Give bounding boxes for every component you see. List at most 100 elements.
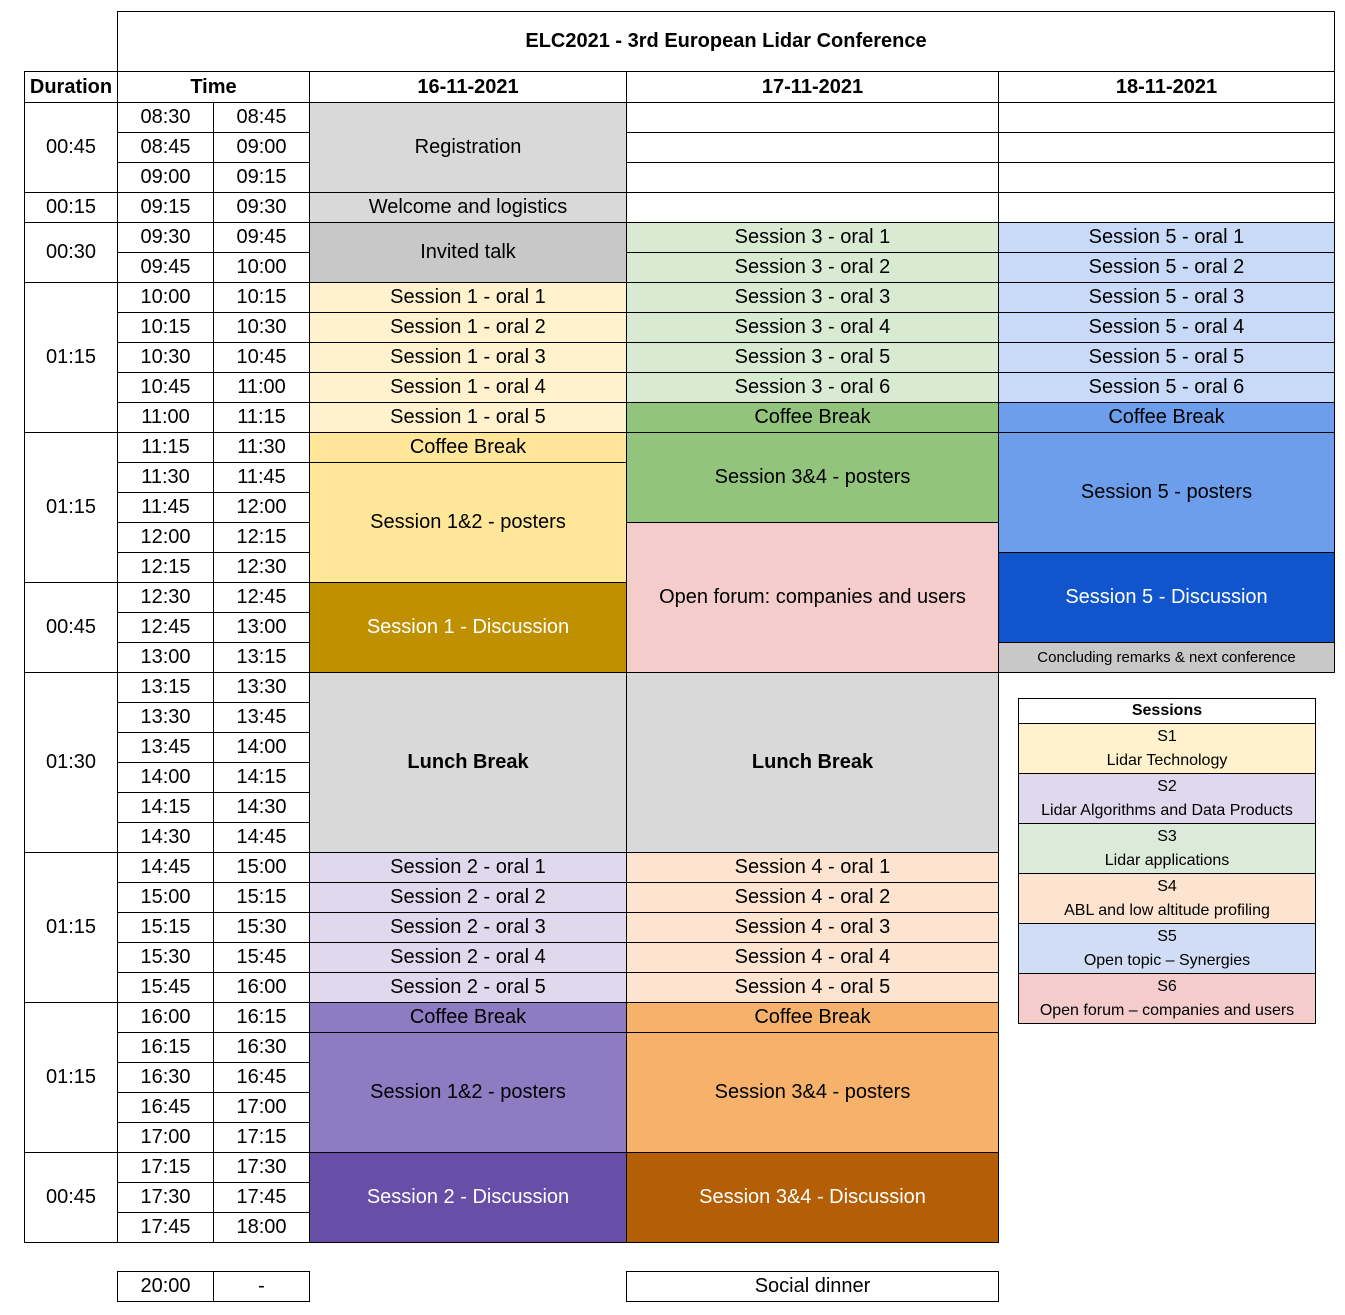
time-start: 10:00 — [117, 282, 214, 313]
empty-slot — [998, 132, 1335, 163]
duration-cell: 00:15 — [24, 192, 118, 223]
time-start: 14:30 — [117, 822, 214, 853]
legend-code: S4 — [1157, 877, 1177, 895]
coffee-break-block: Coffee Break — [309, 432, 627, 463]
open-forum-block: Open forum: companies and users — [626, 522, 999, 673]
legend-name: Lidar Algorithms and Data Products — [1041, 801, 1293, 819]
time-end: 12:45 — [213, 582, 310, 613]
legend-name: Open topic – Synergies — [1083, 951, 1251, 969]
session-2-oral: Session 2 - oral 4 — [309, 942, 627, 973]
legend-code: S1 — [1157, 727, 1177, 745]
time-end: 11:45 — [213, 462, 310, 493]
time-end: 11:00 — [213, 372, 310, 403]
time-start: 10:30 — [117, 342, 214, 373]
duration-cell: 01:15 — [24, 282, 118, 433]
time-end: 12:00 — [213, 492, 310, 523]
time-end: 11:30 — [213, 432, 310, 463]
time-end: 12:30 — [213, 552, 310, 583]
legend-item: S6 Open forum – companies and users — [1018, 973, 1316, 1024]
time-start: 14:15 — [117, 792, 214, 823]
concluding-remarks: Concluding remarks & next conference — [998, 642, 1335, 673]
time-end: 16:45 — [213, 1062, 310, 1093]
posters-block: Session 5 - posters — [998, 432, 1335, 553]
posters-block: Session 3&4 - posters — [626, 432, 999, 523]
lunch-break-block: Lunch Break — [626, 672, 999, 853]
time-start: 10:45 — [117, 372, 214, 403]
day-header: 17-11-2021 — [626, 71, 999, 103]
legend-code: S3 — [1157, 827, 1177, 845]
session-4-oral: Session 4 - oral 4 — [626, 942, 999, 973]
session-5-oral: Session 5 - oral 3 — [998, 282, 1335, 313]
time-end: 18:00 — [213, 1212, 310, 1243]
legend-name: ABL and low altitude profiling — [1064, 901, 1270, 919]
time-end: 17:15 — [213, 1122, 310, 1153]
time-end: 15:30 — [213, 912, 310, 943]
duration-cell: 00:30 — [24, 222, 118, 283]
time-end: 16:15 — [213, 1002, 310, 1033]
session-4-oral: Session 4 - oral 5 — [626, 972, 999, 1003]
time-start: 09:30 — [117, 222, 214, 253]
duration-cell: 01:15 — [24, 432, 118, 583]
legend-item: S2 Lidar Algorithms and Data Products — [1018, 773, 1316, 824]
time-start: 16:00 — [117, 1002, 214, 1033]
time-start: 13:15 — [117, 672, 214, 703]
time-end: 10:00 — [213, 252, 310, 283]
session-3-oral: Session 3 - oral 3 — [626, 282, 999, 313]
empty-slot — [998, 102, 1335, 133]
session-2-discussion: Session 2 - Discussion — [309, 1152, 627, 1243]
time-start: 13:30 — [117, 702, 214, 733]
time-end: 12:15 — [213, 522, 310, 553]
social-dinner: Social dinner — [626, 1271, 999, 1302]
time-start: 16:15 — [117, 1032, 214, 1063]
coffee-break-block: Coffee Break — [309, 1002, 627, 1033]
posters-block: Session 1&2 - posters — [309, 1032, 627, 1153]
empty-slot — [626, 192, 999, 223]
legend-code: S6 — [1157, 977, 1177, 995]
session-2-oral: Session 2 - oral 3 — [309, 912, 627, 943]
time-start: 17:15 — [117, 1152, 214, 1183]
time-start: 15:15 — [117, 912, 214, 943]
time-end: 08:45 — [213, 102, 310, 133]
legend-title: Sessions — [1018, 698, 1316, 724]
time-header: Time — [117, 71, 310, 103]
session-5-oral: Session 5 - oral 6 — [998, 372, 1335, 403]
social-time-end: - — [213, 1271, 310, 1302]
time-end: 14:00 — [213, 732, 310, 763]
time-end: 17:00 — [213, 1092, 310, 1123]
time-start: 12:15 — [117, 552, 214, 583]
time-end: 10:45 — [213, 342, 310, 373]
social-time-start: 20:00 — [117, 1271, 214, 1302]
session-34-discussion: Session 3&4 - Discussion — [626, 1152, 999, 1243]
time-start: 11:30 — [117, 462, 214, 493]
legend-name: Lidar Technology — [1106, 751, 1228, 769]
coffee-break-block: Coffee Break — [998, 402, 1335, 433]
time-start: 13:45 — [117, 732, 214, 763]
time-end: 14:45 — [213, 822, 310, 853]
time-end: 10:30 — [213, 312, 310, 343]
session-5-oral: Session 5 - oral 1 — [998, 222, 1335, 253]
legend-item: S5 Open topic – Synergies — [1018, 923, 1316, 974]
empty-slot — [626, 162, 999, 193]
time-start: 09:15 — [117, 192, 214, 223]
day-header: 16-11-2021 — [309, 71, 627, 103]
time-end: 16:30 — [213, 1032, 310, 1063]
legend-name: Lidar applications — [1104, 851, 1230, 869]
time-start: 12:00 — [117, 522, 214, 553]
time-start: 13:00 — [117, 642, 214, 673]
session-1-oral: Session 1 - oral 3 — [309, 342, 627, 373]
time-start: 16:30 — [117, 1062, 214, 1093]
legend-item: S4 ABL and low altitude profiling — [1018, 873, 1316, 924]
time-start: 17:45 — [117, 1212, 214, 1243]
time-start: 14:00 — [117, 762, 214, 793]
conference-title: ELC2021 - 3rd European Lidar Conference — [117, 11, 1335, 72]
session-5-oral: Session 5 - oral 5 — [998, 342, 1335, 373]
time-end: 17:45 — [213, 1182, 310, 1213]
day-header: 18-11-2021 — [998, 71, 1335, 103]
session-4-oral: Session 4 - oral 1 — [626, 852, 999, 883]
coffee-break-block: Coffee Break — [626, 1002, 999, 1033]
time-end: 13:15 — [213, 642, 310, 673]
time-end: 15:45 — [213, 942, 310, 973]
time-end: 16:00 — [213, 972, 310, 1003]
coffee-break-block: Coffee Break — [626, 402, 999, 433]
time-end: 09:00 — [213, 132, 310, 163]
